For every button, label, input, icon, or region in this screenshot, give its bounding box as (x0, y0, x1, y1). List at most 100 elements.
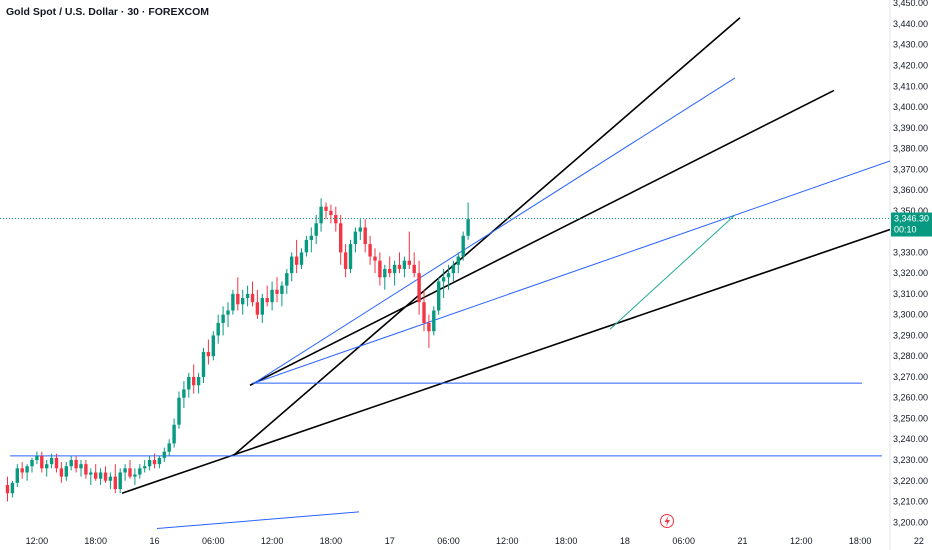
candle (285, 268, 289, 294)
candle-body (162, 451, 166, 458)
candle (343, 244, 348, 278)
candle-body (290, 256, 294, 274)
price-tick-label: 3,290.00 (893, 330, 928, 340)
candle (113, 464, 117, 494)
blue-trend-line[interactable] (253, 160, 891, 384)
candle (417, 260, 421, 315)
price-tick-label: 3,380.00 (893, 144, 928, 154)
candle (319, 198, 323, 232)
candle-body (324, 206, 328, 211)
candle-body (157, 457, 162, 465)
candle-body (94, 472, 98, 479)
time-tick-label: 12:00 (26, 536, 49, 546)
candle (339, 214, 343, 265)
candle (128, 460, 132, 479)
candle (270, 281, 274, 311)
candle (20, 462, 24, 479)
candle-body (275, 289, 279, 294)
candle-body (74, 460, 78, 469)
candle-body (128, 468, 132, 477)
candle-body (402, 260, 407, 269)
time-tick-label: 18:00 (84, 536, 107, 546)
candle (201, 347, 206, 384)
price-tick-label: 3,260.00 (893, 393, 928, 403)
candle (309, 227, 313, 253)
candle-body (35, 455, 39, 461)
candle-body (456, 256, 460, 265)
candle-body (441, 277, 446, 282)
candle (231, 289, 235, 315)
candle (98, 468, 103, 485)
candle (446, 264, 451, 290)
candle (226, 302, 230, 328)
candle (437, 277, 441, 315)
candles (5, 198, 470, 502)
price-tick-label: 3,320.00 (893, 268, 928, 278)
candle (432, 306, 436, 336)
candle-body (201, 352, 206, 377)
candle-body (280, 285, 284, 294)
candle (74, 455, 78, 473)
candle (368, 235, 372, 265)
candle (10, 480, 15, 498)
candle-body (383, 268, 387, 278)
price-tick-label: 3,310.00 (893, 289, 928, 299)
candle (138, 464, 142, 479)
price-tick-label: 3,430.00 (893, 40, 928, 50)
candle-body (437, 281, 441, 311)
candle (147, 455, 152, 471)
drawing-lines[interactable] (10, 17, 891, 530)
candle (133, 468, 137, 485)
candle-body (299, 252, 304, 265)
candle-body (45, 464, 49, 469)
trend-line[interactable] (232, 17, 741, 457)
candle-body (113, 476, 117, 490)
candle-body (373, 256, 377, 261)
candle (45, 460, 49, 477)
blue-trend-line[interactable] (253, 77, 736, 384)
candle (407, 231, 411, 269)
price-tick-label: 3,230.00 (893, 455, 928, 465)
price-tick-label: 3,440.00 (893, 19, 928, 29)
candle-body (314, 223, 318, 236)
candle-body (388, 268, 392, 274)
time-tick-label: 06:00 (202, 536, 225, 546)
price-tick-label: 3,370.00 (893, 164, 928, 174)
candle (456, 252, 460, 274)
candle-body (108, 476, 113, 481)
candle-body (20, 468, 24, 473)
candle (143, 460, 147, 473)
candle-body (422, 302, 426, 323)
price-tick-label: 3,270.00 (893, 372, 928, 382)
price-tick-label: 3,450.00 (893, 0, 928, 8)
candle-body (5, 484, 10, 494)
time-tick-label: 21 (737, 536, 747, 546)
candle (118, 468, 122, 494)
candle-body (118, 472, 122, 490)
trend-line[interactable] (121, 228, 891, 494)
candle-body (192, 376, 196, 386)
time-axis[interactable]: 12:00 18:00 16 06:00 12:00 18:00 17 06:00 12:00 1… (26, 536, 932, 546)
candle-body (378, 260, 382, 278)
candle-body (343, 252, 348, 269)
candle-body (152, 460, 157, 465)
price-axis[interactable]: 3,200.00 3,210.00 3,220.00 3,230.00 3,240.00… (893, 0, 928, 527)
candle (412, 252, 416, 278)
candle (373, 248, 377, 274)
lightning-icon[interactable] (660, 514, 674, 528)
trend-line[interactable] (249, 89, 835, 386)
candle (25, 464, 29, 481)
time-tick-label: 18 (620, 536, 630, 546)
candle-body (466, 219, 470, 236)
blue-trend-line[interactable] (156, 511, 360, 530)
candle (30, 457, 34, 473)
price-tick-label: 3,240.00 (893, 434, 928, 444)
candle (108, 472, 113, 490)
candle-body (25, 466, 29, 473)
green-trend-line[interactable] (609, 214, 736, 330)
candle-body (172, 424, 176, 444)
candle-body (15, 468, 19, 483)
candle-body (285, 273, 289, 286)
candle-body (30, 460, 34, 467)
